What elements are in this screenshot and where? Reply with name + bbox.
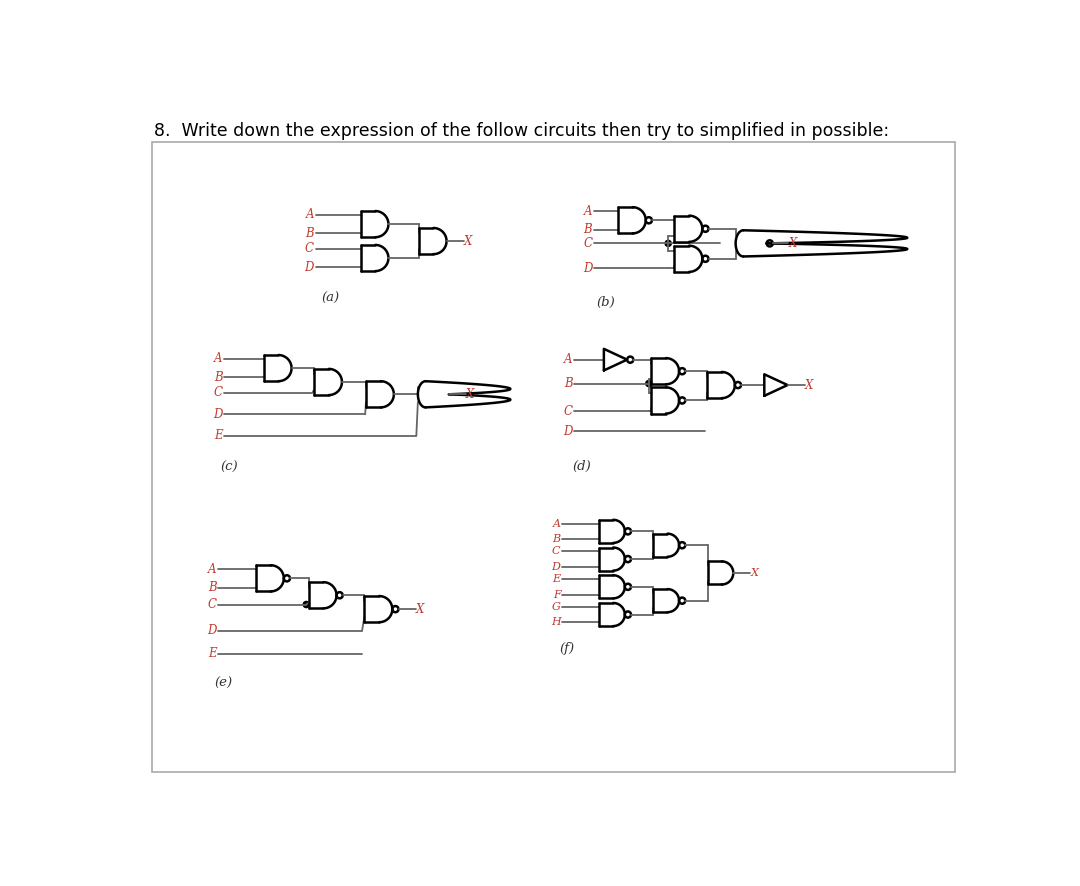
Text: X: X xyxy=(463,235,472,247)
Text: C: C xyxy=(552,547,561,556)
Circle shape xyxy=(646,380,652,386)
Text: X: X xyxy=(751,568,758,578)
Text: A: A xyxy=(553,518,561,529)
Text: E: E xyxy=(552,574,561,584)
Text: A: A xyxy=(207,563,216,576)
Text: B: B xyxy=(564,377,572,390)
Text: (f): (f) xyxy=(559,642,575,656)
Text: B: B xyxy=(552,534,561,544)
Text: D: D xyxy=(552,562,561,571)
Text: F: F xyxy=(553,589,561,600)
Circle shape xyxy=(303,602,309,608)
Text: D: D xyxy=(564,424,572,438)
Circle shape xyxy=(665,240,672,246)
Text: (d): (d) xyxy=(572,460,592,473)
Text: X: X xyxy=(805,378,813,392)
Text: 8.  Write down the expression of the follow circuits then try to simplified in p: 8. Write down the expression of the foll… xyxy=(154,122,890,141)
Text: C: C xyxy=(305,242,314,255)
Text: C: C xyxy=(207,598,216,611)
Text: A: A xyxy=(306,208,314,222)
Text: C: C xyxy=(583,237,592,250)
Text: H: H xyxy=(551,618,561,627)
Text: A: A xyxy=(584,205,592,218)
Text: B: B xyxy=(306,227,314,240)
Text: G: G xyxy=(552,602,561,612)
Text: A: A xyxy=(565,354,572,366)
Text: X: X xyxy=(416,602,424,616)
Text: B: B xyxy=(214,371,222,384)
Text: X: X xyxy=(788,237,797,250)
Text: D: D xyxy=(213,408,222,421)
Text: (c): (c) xyxy=(220,461,238,473)
Text: E: E xyxy=(214,430,222,442)
Text: D: D xyxy=(583,261,592,275)
Text: (e): (e) xyxy=(215,677,233,690)
Text: (b): (b) xyxy=(596,296,615,308)
Text: D: D xyxy=(207,625,216,637)
Text: E: E xyxy=(207,648,216,660)
Text: B: B xyxy=(207,581,216,595)
Text: C: C xyxy=(214,386,222,400)
Text: X: X xyxy=(465,388,474,400)
Text: B: B xyxy=(583,223,592,236)
Text: A: A xyxy=(214,353,222,365)
Text: (a): (a) xyxy=(321,291,339,305)
Text: C: C xyxy=(564,405,572,417)
Text: D: D xyxy=(305,260,314,274)
